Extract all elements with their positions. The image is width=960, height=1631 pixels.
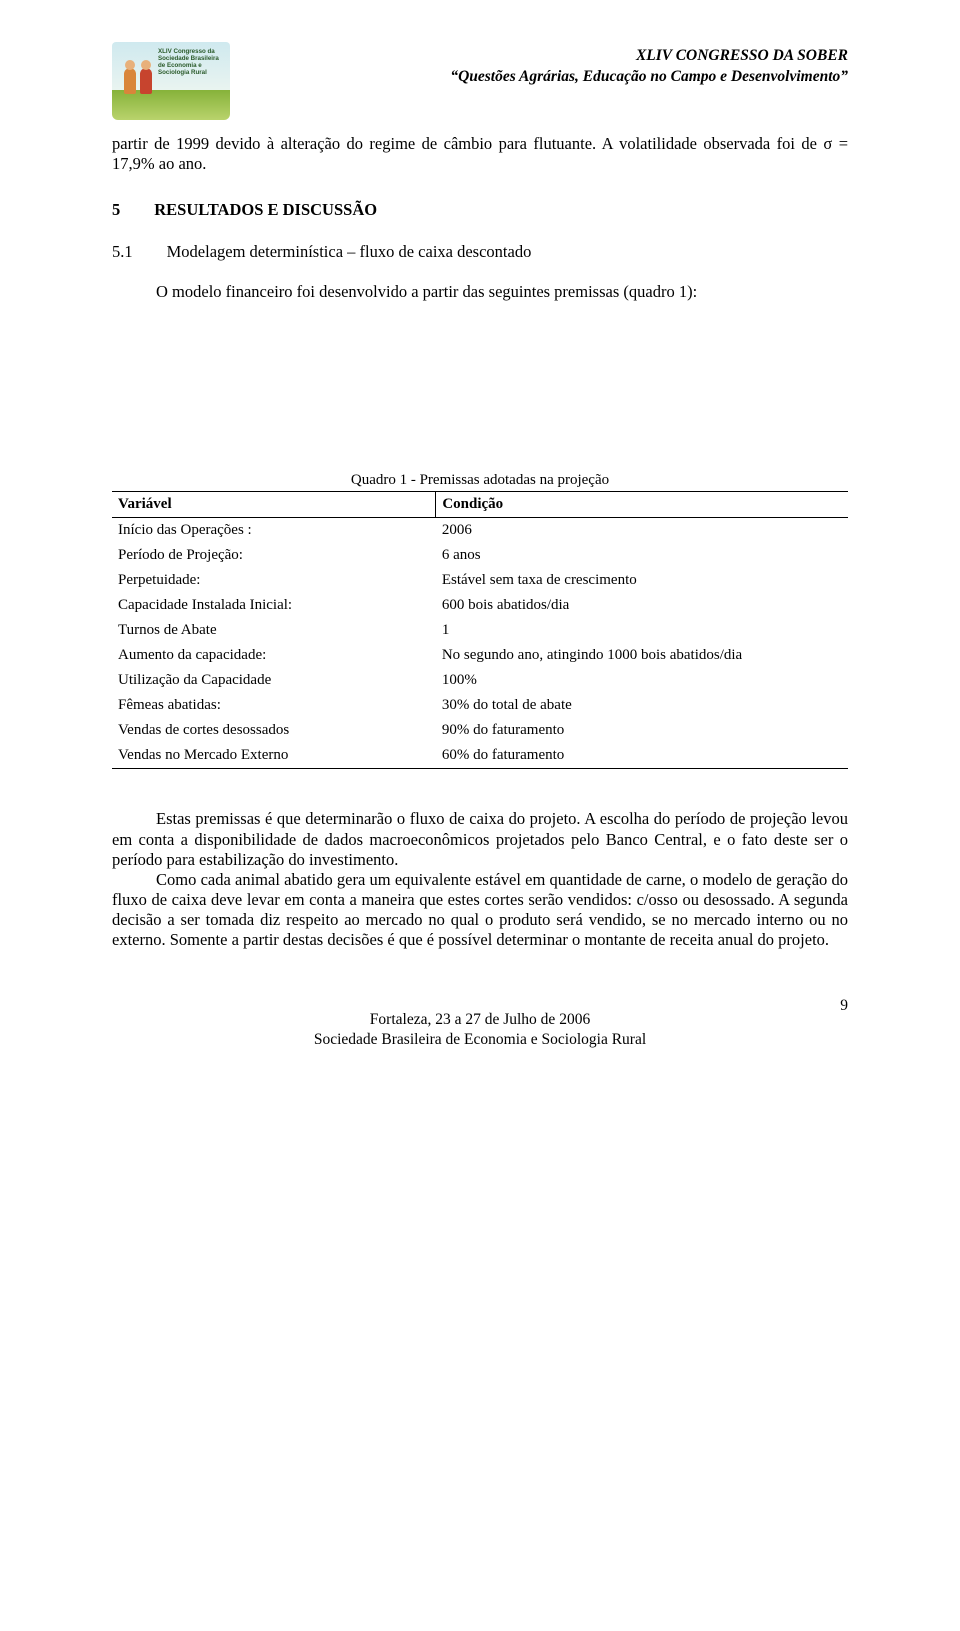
congress-logo: XLIV Congresso da Sociedade Brasileira d… bbox=[112, 42, 230, 120]
section-number: 5 bbox=[112, 200, 120, 220]
table-body: Início das Operações :2006 Período de Pr… bbox=[112, 518, 848, 769]
subsection-number: 5.1 bbox=[112, 242, 133, 262]
table-cell: 6 anos bbox=[436, 543, 848, 568]
table-cell: Perpetuidade: bbox=[112, 568, 436, 593]
header-line-2: “Questões Agrárias, Educação no Campo e … bbox=[450, 67, 848, 88]
table-cell: 1 bbox=[436, 618, 848, 643]
table-row: Vendas de cortes desossados90% do fatura… bbox=[112, 718, 848, 743]
table-row: Vendas no Mercado Externo60% do faturame… bbox=[112, 743, 848, 769]
table-cell: Estável sem taxa de crescimento bbox=[436, 568, 848, 593]
footer-line-2: Sociedade Brasileira de Economia e Socio… bbox=[112, 1030, 848, 1050]
table-cell: Aumento da capacidade: bbox=[112, 643, 436, 668]
header-title-block: XLIV CONGRESSO DA SOBER “Questões Agrári… bbox=[450, 46, 848, 88]
body-content: partir de 1999 devido à alteração do reg… bbox=[112, 134, 848, 302]
table-col-0: Variável bbox=[112, 492, 436, 518]
section-heading: 5 RESULTADOS E DISCUSSÃO bbox=[112, 200, 848, 220]
table-caption: Quadro 1 - Premissas adotadas na projeçã… bbox=[112, 472, 848, 489]
table-cell: 100% bbox=[436, 668, 848, 693]
table-cell: Início das Operações : bbox=[112, 518, 436, 544]
page-footer: Fortaleza, 23 a 27 de Julho de 2006 Soci… bbox=[112, 1010, 848, 1050]
table-row: Capacidade Instalada Inicial:600 bois ab… bbox=[112, 593, 848, 618]
table-cell: Capacidade Instalada Inicial: bbox=[112, 593, 436, 618]
table-row: Fêmeas abatidas:30% do total de abate bbox=[112, 693, 848, 718]
page-number: 9 bbox=[840, 997, 848, 1015]
subsection-heading: 5.1 Modelagem determinística – fluxo de … bbox=[112, 242, 848, 262]
table-row: Turnos de Abate1 bbox=[112, 618, 848, 643]
header-line-1: XLIV CONGRESSO DA SOBER bbox=[450, 46, 848, 67]
after-table-text: Estas premissas é que determinarão o flu… bbox=[112, 809, 848, 950]
table-cell: Vendas no Mercado Externo bbox=[112, 743, 436, 769]
table-cell: 2006 bbox=[436, 518, 848, 544]
intro-paragraph: partir de 1999 devido à alteração do reg… bbox=[112, 134, 848, 174]
table-cell: Fêmeas abatidas: bbox=[112, 693, 436, 718]
table-col-1: Condição bbox=[436, 492, 848, 518]
premissas-table: Variável Condição Início das Operações :… bbox=[112, 491, 848, 769]
table-cell: Vendas de cortes desossados bbox=[112, 718, 436, 743]
table-cell: 30% do total de abate bbox=[436, 693, 848, 718]
table-header-row: Variável Condição bbox=[112, 492, 848, 518]
table-cell: Período de Projeção: bbox=[112, 543, 436, 568]
section-title: RESULTADOS E DISCUSSÃO bbox=[154, 200, 377, 220]
table-row: Início das Operações :2006 bbox=[112, 518, 848, 544]
table-cell: 90% do faturamento bbox=[436, 718, 848, 743]
subsection-title: Modelagem determinística – fluxo de caix… bbox=[167, 242, 532, 262]
table-cell: Turnos de Abate bbox=[112, 618, 436, 643]
table-cell: 600 bois abatidos/dia bbox=[436, 593, 848, 618]
after-paragraph-2: Como cada animal abatido gera um equival… bbox=[112, 870, 848, 951]
after-paragraph-1: Estas premissas é que determinarão o flu… bbox=[112, 809, 848, 869]
table-cell: 60% do faturamento bbox=[436, 743, 848, 769]
table-row: Perpetuidade:Estável sem taxa de crescim… bbox=[112, 568, 848, 593]
table-row: Período de Projeção:6 anos bbox=[112, 543, 848, 568]
table-cell: Utilização da Capacidade bbox=[112, 668, 436, 693]
logo-caption: XLIV Congresso da Sociedade Brasileira d… bbox=[158, 48, 226, 77]
table-row: Utilização da Capacidade100% bbox=[112, 668, 848, 693]
table-row: Aumento da capacidade:No segundo ano, at… bbox=[112, 643, 848, 668]
subsection-paragraph: O modelo financeiro foi desenvolvido a p… bbox=[112, 282, 848, 302]
footer-line-1: Fortaleza, 23 a 27 de Julho de 2006 bbox=[112, 1010, 848, 1030]
table-cell: No segundo ano, atingindo 1000 bois abat… bbox=[436, 643, 848, 668]
page-header: XLIV Congresso da Sociedade Brasileira d… bbox=[112, 42, 848, 134]
